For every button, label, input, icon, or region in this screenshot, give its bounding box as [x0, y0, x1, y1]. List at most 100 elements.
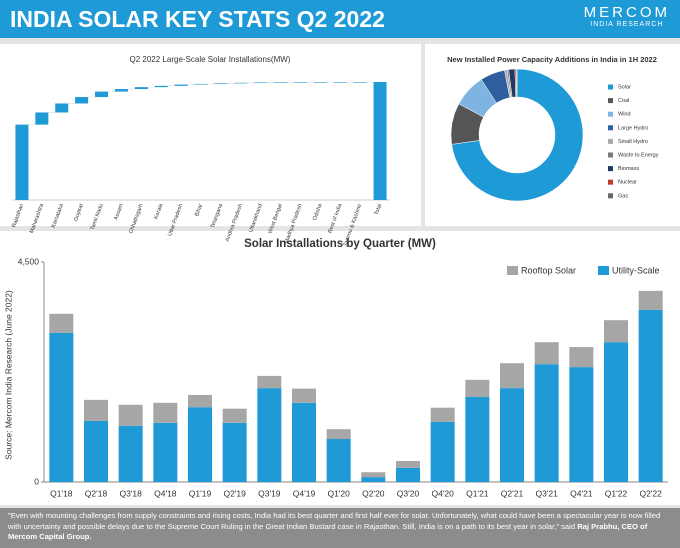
bar [292, 402, 316, 482]
bar [353, 82, 367, 83]
bar [604, 342, 628, 482]
bar [333, 82, 347, 83]
legend-label: Solar [618, 84, 631, 90]
legend-swatch [598, 266, 609, 275]
legend-swatch [608, 193, 613, 199]
legend-label: Large Hydro [618, 125, 648, 131]
y-tick-label: 0 [34, 476, 39, 486]
legend-swatch [608, 84, 613, 90]
bar [257, 388, 282, 482]
legend-swatch [608, 179, 613, 185]
bar [194, 83, 208, 85]
x-tick-label: Q3'21 [535, 488, 558, 498]
bar [49, 313, 74, 333]
bar [95, 91, 109, 98]
legend-label: Biomass [618, 166, 639, 172]
legend-label: Wind [618, 112, 631, 118]
y-axis-label: Source: Mercom India Research (June 2022… [3, 290, 13, 460]
legend-swatch [608, 125, 613, 131]
x-tick-label: Q1'20 [327, 488, 350, 498]
bar [465, 396, 490, 482]
x-tick-label: Q1'19 [189, 488, 212, 498]
y-tick-label: 4,500 [18, 256, 40, 266]
chart-title: Solar Installations by Quarter (MW) [244, 238, 436, 250]
bar [153, 422, 178, 482]
bar [114, 89, 128, 92]
bar [569, 347, 594, 368]
bar [465, 379, 490, 397]
bar [361, 477, 386, 482]
x-tick-label: Q2'19 [223, 488, 246, 498]
x-tick-label: Q2'22 [639, 488, 662, 498]
footer: "Even with mounting challenges from supp… [0, 508, 680, 548]
x-tick-label: Q4'19 [293, 488, 316, 498]
bar [534, 364, 559, 482]
legend-swatch [608, 111, 613, 117]
header: INDIA SOLAR KEY STATS Q2 2022 MERCOM INDI… [0, 0, 680, 38]
x-tick-label: Q3'19 [258, 488, 281, 498]
legend-swatch [608, 166, 613, 172]
bar [292, 388, 316, 403]
bar [326, 438, 351, 482]
x-tick-label: Kerala [153, 202, 164, 220]
bar [84, 399, 108, 421]
x-tick-label: Q1'22 [605, 488, 628, 498]
bar [396, 467, 420, 482]
legend-label: Coal [618, 98, 629, 104]
bar [134, 87, 148, 90]
bar [35, 112, 49, 125]
bar [222, 422, 247, 482]
bar [154, 85, 168, 88]
bar [430, 407, 455, 422]
bar [75, 97, 89, 104]
bar [569, 367, 594, 482]
bar [15, 124, 29, 200]
bar [274, 82, 288, 83]
bar [188, 407, 212, 482]
x-tick-label: Q4'18 [154, 488, 177, 498]
x-tick-label: Q2'18 [85, 488, 108, 498]
legend-label: Utility-Scale [612, 265, 660, 275]
legend-swatch [507, 266, 518, 275]
x-tick-label: Q2'20 [362, 488, 385, 498]
legend-swatch [608, 98, 613, 104]
slice [451, 68, 584, 202]
bar [313, 82, 327, 83]
attribution: Raj Prabhu, CEO of Mercom Capital Group. [8, 521, 648, 542]
bar [373, 82, 387, 200]
bar [222, 408, 247, 423]
bar [118, 404, 143, 426]
legend-label: Gas [618, 193, 628, 199]
chart-title: New Installed Power Capacity Additions i… [447, 55, 657, 64]
x-tick-label: Bihar [194, 203, 204, 217]
x-tick-label: Odisha [312, 202, 324, 221]
bar [638, 290, 663, 310]
bar [430, 421, 455, 482]
bar [174, 84, 188, 86]
bar [55, 103, 69, 113]
x-tick-label: Assam [113, 203, 125, 221]
bar [254, 82, 268, 84]
bar [604, 320, 628, 343]
bar [534, 342, 559, 365]
x-tick-label: Total [374, 203, 384, 216]
x-tick-label: Q3'20 [397, 488, 420, 498]
bar [638, 309, 663, 482]
bar [49, 332, 74, 482]
quote: "Even with mounting challenges from supp… [8, 511, 661, 531]
x-tick-label: Q2'21 [501, 488, 524, 498]
legend-label: Small Hydro [618, 139, 648, 145]
legend-label: Nuclear [618, 180, 637, 186]
bar [326, 429, 351, 439]
title: INDIA SOLAR KEY STATS Q2 2022 [10, 6, 385, 32]
brand-sub: INDIA RESEARCH [590, 21, 664, 28]
x-tick-label: Gujarat [73, 203, 85, 222]
bar [500, 388, 524, 482]
bar [257, 375, 282, 389]
chart-title: Q2 2022 Large-Scale Solar Installations(… [130, 55, 291, 64]
x-tick-label: Q4'21 [570, 488, 593, 498]
panel [0, 44, 421, 226]
legend-swatch [608, 152, 613, 158]
